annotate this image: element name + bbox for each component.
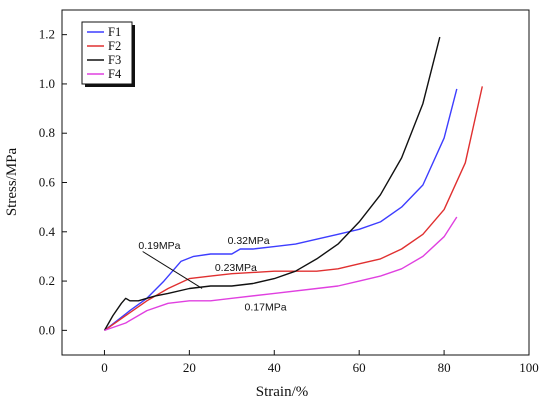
- legend-label-f3: F3: [108, 53, 121, 67]
- axis-ticks: 0 20 40 60 80 100 0.0 0.2 0.4 0.6 0.8 1.0 1.2: [39, 27, 539, 375]
- y-tick-label: 0.4: [39, 224, 56, 239]
- y-tick-label: 1.0: [39, 76, 55, 91]
- series-lines: [103, 36, 483, 332]
- x-tick-label: 0: [101, 360, 108, 375]
- y-tick-label: 1.2: [39, 27, 55, 42]
- y-tick-label: 0.6: [39, 175, 56, 190]
- annotations: 0.19MPa 0.32MPa 0.23MPa 0.17MPa: [138, 235, 286, 314]
- annotation-label: 0.17MPa: [245, 302, 287, 314]
- x-tick-label: 40: [268, 360, 281, 375]
- annotation-leader-line: [142, 251, 203, 289]
- y-tick-label: 0.8: [39, 125, 55, 140]
- series-line-f4: [104, 216, 458, 332]
- x-tick-label: 100: [519, 360, 539, 375]
- annotation-label: 0.32MPa: [228, 235, 270, 247]
- y-axis-title: Stress/MPa: [4, 147, 20, 216]
- y-tick-label: 0.2: [39, 273, 55, 288]
- series-line-f3: [103, 36, 441, 331]
- legend-label-f4: F4: [108, 67, 122, 81]
- legend-label-f1: F1: [108, 25, 121, 39]
- x-tick-label: 60: [353, 360, 366, 375]
- x-axis-title: Strain/%: [256, 384, 309, 400]
- plot-frame: [61, 9, 530, 356]
- series-line-f2: [104, 86, 483, 331]
- legend-label-f2: F2: [108, 39, 121, 53]
- series-line-f1: [104, 88, 458, 331]
- y-tick-label: 0.0: [39, 322, 55, 337]
- x-tick-label: 80: [438, 360, 451, 375]
- annotation-label: 0.19MPa: [138, 240, 180, 252]
- x-tick-label: 20: [183, 360, 196, 375]
- annotation-label: 0.23MPa: [215, 262, 257, 274]
